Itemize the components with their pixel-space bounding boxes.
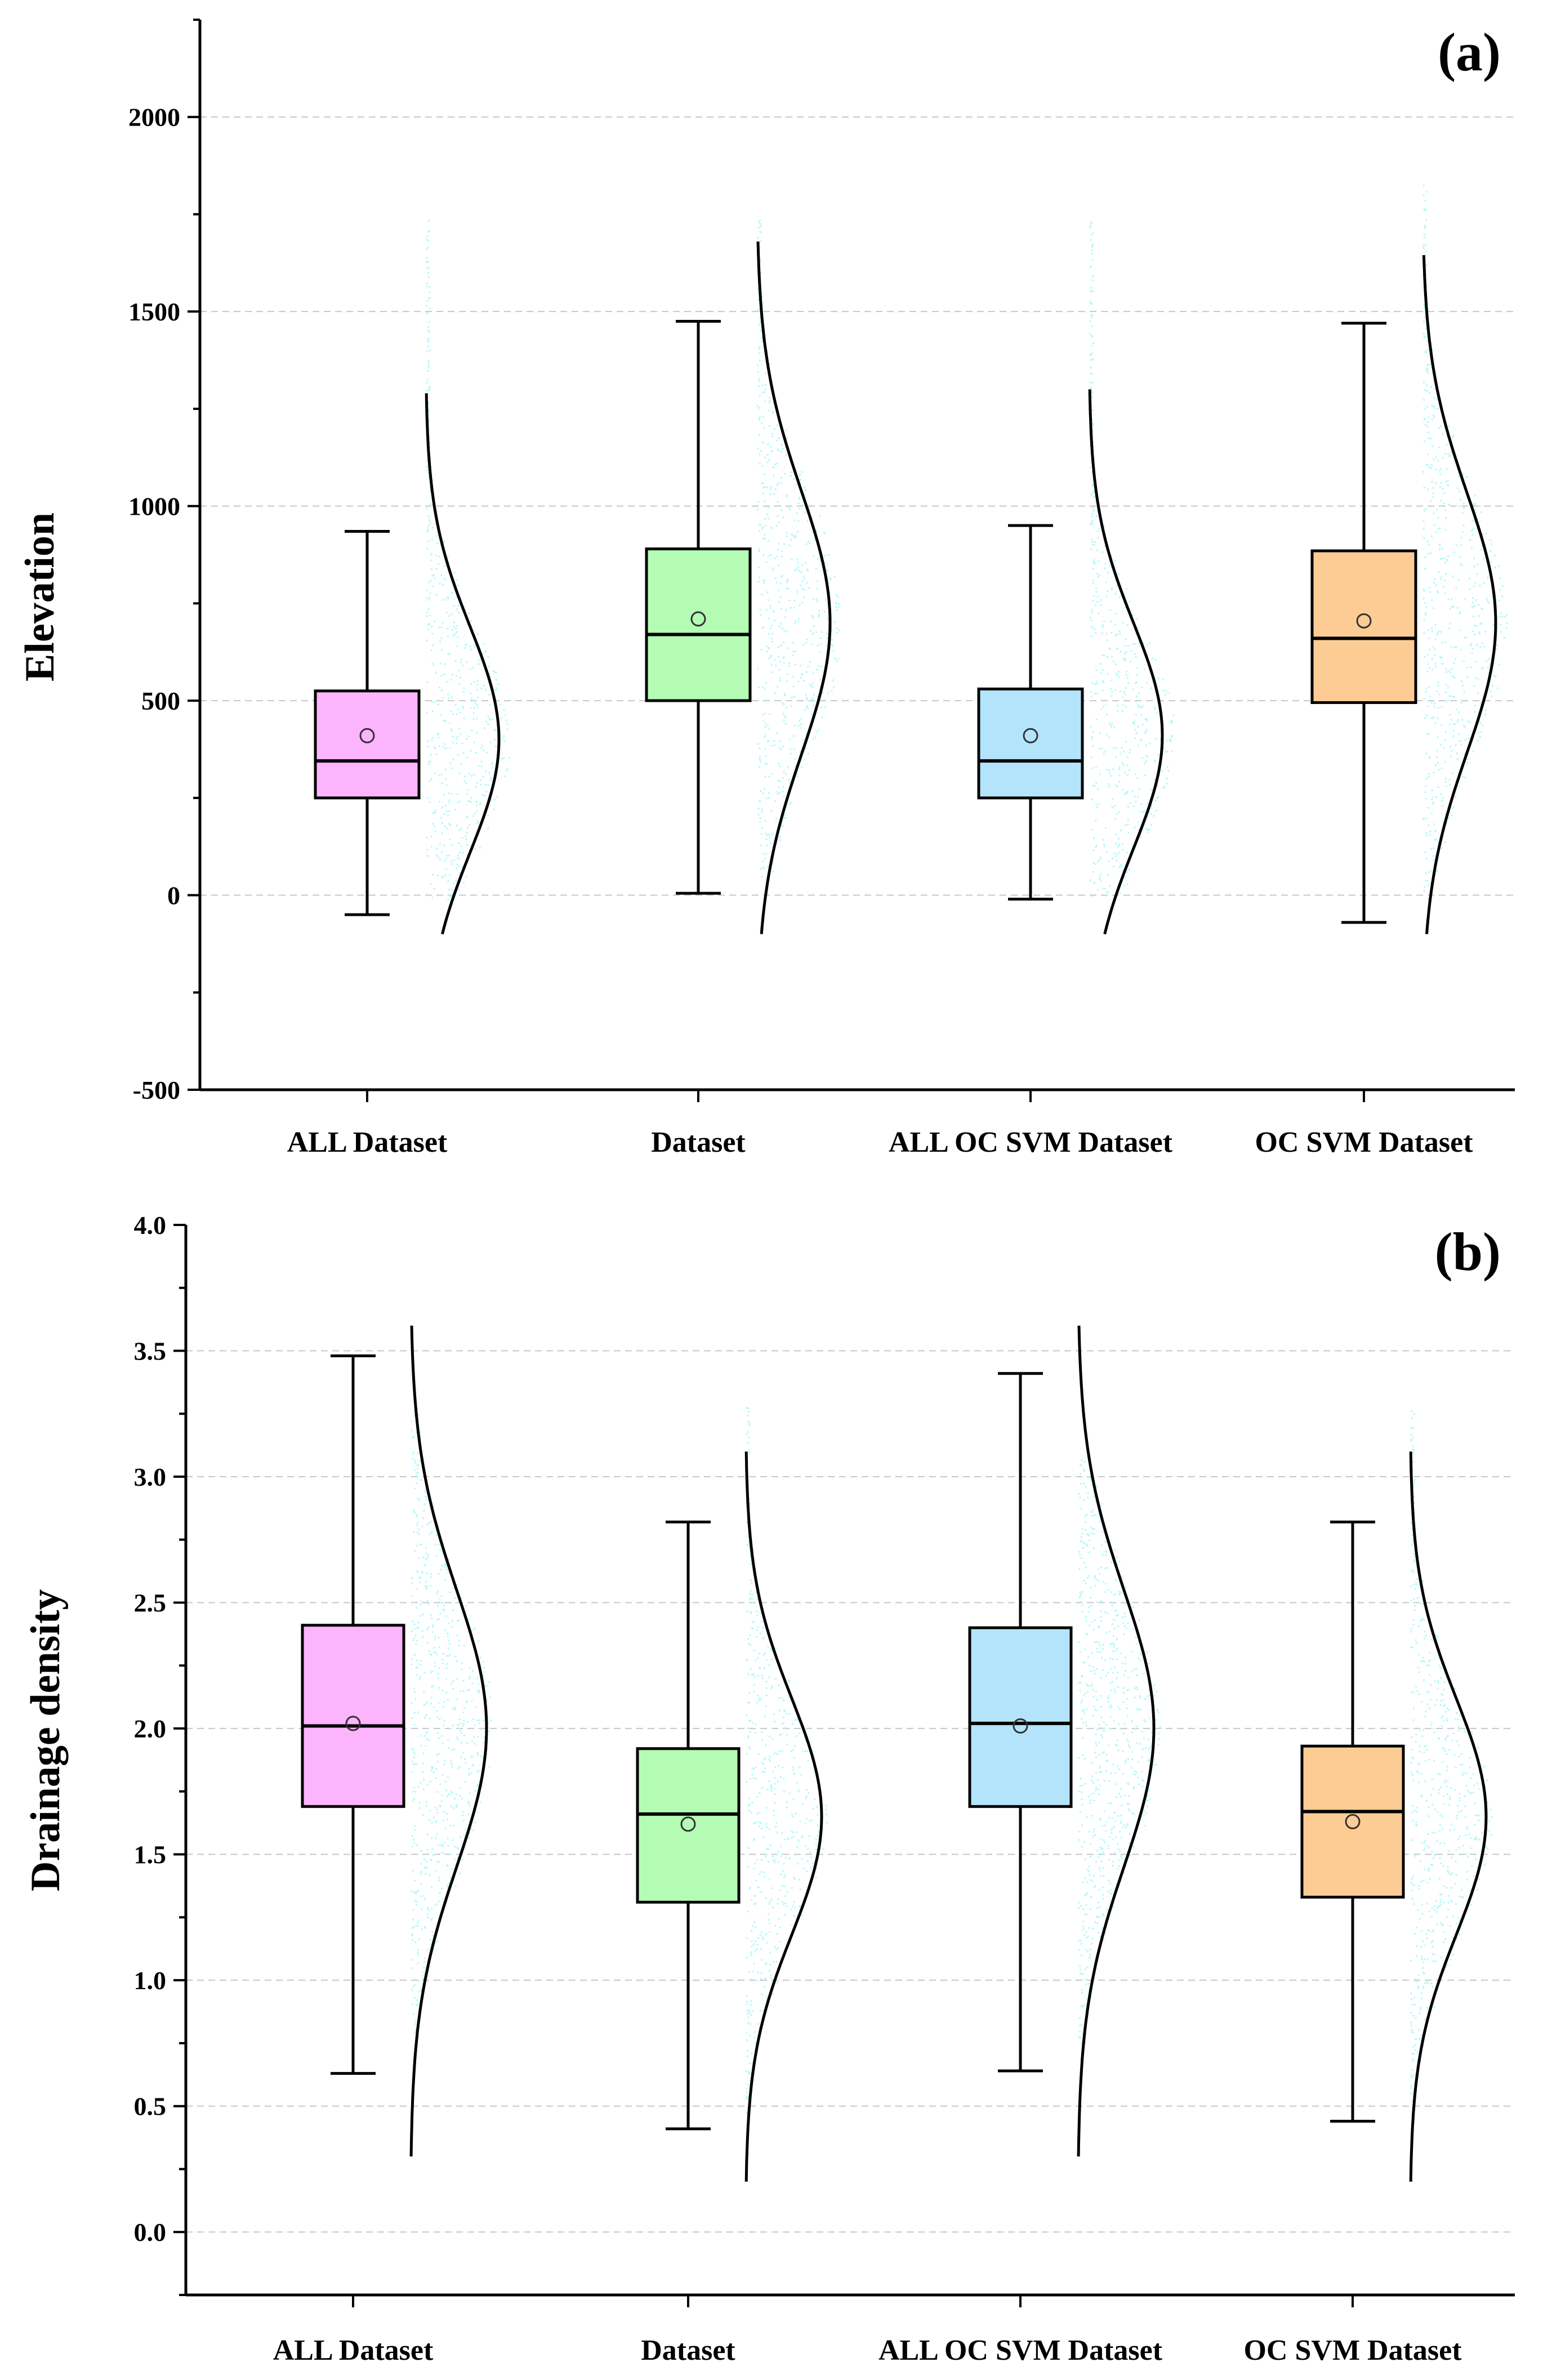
box-body-1 xyxy=(636,1747,741,1904)
mean-marker-3 xyxy=(1356,613,1372,629)
drainage-gridlines xyxy=(186,1350,1515,2233)
y-tick-label-4: 2.0 xyxy=(134,1714,167,1743)
y-tick-label-8: 4.0 xyxy=(134,1211,167,1240)
mean-marker-3 xyxy=(1345,1814,1361,1830)
elevation-distribution-curves xyxy=(425,241,1497,935)
box-0 xyxy=(314,530,421,916)
scatter-points-3 xyxy=(1410,1410,1493,2102)
box-body-2 xyxy=(968,1626,1073,1808)
scatter-points-2 xyxy=(1078,1459,1161,2044)
drainage-boxes xyxy=(301,1354,1405,2131)
category-label-3: OC SVM Dataset xyxy=(1243,2334,1462,2366)
y-tick-label-3: 1000 xyxy=(128,492,180,521)
y-tick-label-0: 0.0 xyxy=(134,2218,167,2247)
y-tick-label-5: 2000 xyxy=(128,103,180,132)
y-tick-label-5: 2.5 xyxy=(134,1589,167,1617)
box-3 xyxy=(1300,1521,1405,2123)
y-tick-label-2: 500 xyxy=(141,687,180,715)
distribution-curve-2 xyxy=(1077,1325,1156,2157)
distribution-curve-1 xyxy=(756,241,832,934)
y-tick-label-7: 3.5 xyxy=(134,1337,167,1366)
y-tick-label-4: 1500 xyxy=(128,297,180,326)
scatter-points-0 xyxy=(411,1407,492,2034)
elevation-scatter-layer xyxy=(426,185,1508,901)
box-2 xyxy=(977,524,1084,901)
mean-marker-1 xyxy=(690,611,706,627)
category-label-3: OC SVM Dataset xyxy=(1255,1126,1473,1158)
drainage-distribution-curves xyxy=(409,1325,1488,2182)
distribution-curve-0 xyxy=(409,1325,488,2157)
y-tick-label-6: 3.0 xyxy=(134,1463,167,1491)
box-body-0 xyxy=(314,689,421,800)
mean-marker-2 xyxy=(1013,1718,1028,1734)
box-0 xyxy=(301,1354,405,2075)
distribution-curve-1 xyxy=(744,1451,823,2182)
category-label-1: Dataset xyxy=(651,1126,746,1158)
scatter-points-2 xyxy=(1089,221,1175,898)
scatter-points-1 xyxy=(757,219,840,878)
category-label-2: ALL OC SVM Dataset xyxy=(889,1126,1173,1158)
distribution-curve-2 xyxy=(1088,389,1164,935)
mean-marker-0 xyxy=(359,728,375,743)
mean-marker-0 xyxy=(345,1715,361,1731)
elevation-axis-title: Elevation xyxy=(17,512,63,681)
y-tick-label-3: 1.5 xyxy=(134,1840,167,1869)
drainage-scatter-layer xyxy=(411,1407,1493,2114)
box-body-2 xyxy=(977,687,1084,800)
panel-label-b: (b) xyxy=(1435,1222,1501,1282)
scatter-points-0 xyxy=(426,220,510,901)
category-label-0: ALL Dataset xyxy=(287,1126,448,1158)
scatter-points-1 xyxy=(746,1407,828,2114)
box-1 xyxy=(636,1521,741,2131)
scatter-points-3 xyxy=(1422,185,1508,900)
panel-label-a: (a) xyxy=(1438,22,1501,82)
y-tick-label-1: 0.5 xyxy=(134,2092,167,2121)
elevation-axes: -500 0 500 1000 1500 2000 ALL Dataset Dataset AL… xyxy=(128,19,1515,1158)
distribution-curve-3 xyxy=(1409,1451,1488,2182)
box-body-3 xyxy=(1300,1744,1405,1899)
distribution-curve-3 xyxy=(1422,255,1497,934)
box-body-1 xyxy=(645,547,752,702)
box-2 xyxy=(968,1372,1073,2073)
y-tick-label-1: 0 xyxy=(167,881,180,910)
mean-marker-1 xyxy=(680,1816,696,1832)
box-3 xyxy=(1310,322,1417,924)
box-body-3 xyxy=(1310,549,1417,705)
category-label-2: ALL OC SVM Dataset xyxy=(878,2334,1163,2366)
category-label-0: ALL Dataset xyxy=(273,2334,434,2366)
mean-marker-2 xyxy=(1023,728,1038,743)
distribution-curve-0 xyxy=(425,393,501,935)
elevation-panel: -500 0 500 1000 1500 2000 ALL Dataset Dataset AL… xyxy=(17,19,1515,1158)
category-label-1: Dataset xyxy=(641,2334,735,2366)
box-1 xyxy=(645,319,752,895)
y-tick-label-0: -500 xyxy=(133,1076,180,1104)
drainage-density-panel: 0.0 0.5 1.0 1.5 2.0 2.5 3.0 3.5 4.0 ALL Dataset Da… xyxy=(23,1211,1515,2366)
drainage-axes: 0.0 0.5 1.0 1.5 2.0 2.5 3.0 3.5 4.0 ALL Dataset Da… xyxy=(134,1211,1515,2366)
drainage-axis-title: Drainage density xyxy=(23,1589,69,1892)
elevation-boxes xyxy=(314,319,1417,924)
y-tick-label-2: 1.0 xyxy=(134,1966,167,1995)
